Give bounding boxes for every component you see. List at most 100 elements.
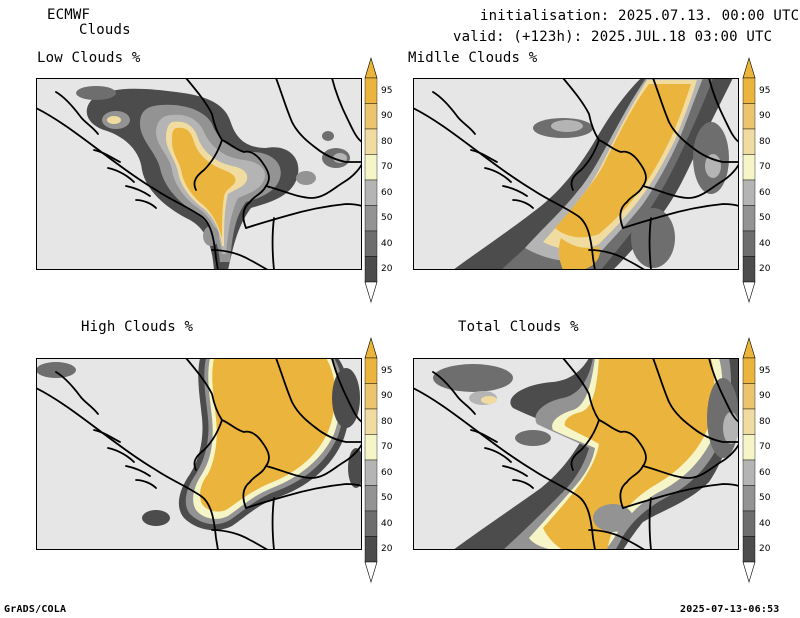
colorbar-swatch-40	[364, 510, 378, 537]
colorbar-swatch-50	[364, 205, 378, 232]
colorbar-tick-label: 70	[759, 162, 771, 173]
colorbar-tick-label: 95	[381, 365, 393, 376]
coastline-and-borders	[413, 78, 739, 270]
coastline-and-borders	[413, 358, 739, 550]
colorbar-tick-label: 90	[759, 391, 771, 402]
cloud-field	[453, 78, 733, 270]
colorbar-tick-label: 20	[381, 264, 393, 275]
map-panel-middle	[413, 78, 739, 270]
colorbar-bottom-arrow	[364, 281, 378, 304]
colorbar-top-arrow	[742, 56, 756, 79]
colorbar-tick-label: 95	[381, 85, 393, 96]
colorbar-top-arrow	[364, 336, 378, 359]
colorbar-bottom-left	[364, 336, 378, 584]
model-name: ECMWF	[47, 7, 91, 23]
colorbar-tick-label: 70	[381, 162, 393, 173]
colorbar-swatch-90	[742, 103, 756, 130]
colorbar-swatch-95	[742, 357, 756, 384]
colorbar-swatch-80	[742, 128, 756, 155]
panel-title-middle: Midlle Clouds %	[408, 50, 538, 66]
colorbar-tick-label: 50	[759, 213, 771, 224]
colorbar-tick-label: 70	[381, 442, 393, 453]
colorbar-top-left	[364, 56, 378, 304]
colorbar-swatch-20	[742, 256, 756, 283]
colorbar-swatch-80	[364, 128, 378, 155]
colorbar-tick-label: 40	[381, 518, 393, 529]
colorbar-swatch-60	[364, 459, 378, 486]
colorbar-swatch-60	[364, 179, 378, 206]
colorbar-swatch-60	[742, 459, 756, 486]
colorbar-bottom-arrow	[364, 561, 378, 584]
colorbar-swatch-20	[364, 536, 378, 563]
colorbar-top-right	[742, 56, 756, 304]
colorbar-swatch-95	[742, 77, 756, 104]
colorbar-tick-label: 40	[759, 238, 771, 249]
initialisation-time: initialisation: 2025.07.13. 00:00 UTC	[480, 8, 800, 24]
colorbar-tick-label: 40	[759, 518, 771, 529]
colorbar-swatch-60	[742, 179, 756, 206]
colorbar-tick-label: 50	[759, 493, 771, 504]
colorbar-tick-label: 60	[381, 467, 393, 478]
map-panel-total	[413, 358, 739, 550]
colorbar-swatch-40	[364, 230, 378, 257]
colorbar-swatch-80	[364, 408, 378, 435]
colorbar-swatch-20	[364, 256, 378, 283]
valid-time: valid: (+123h): 2025.JUL.18 03:00 UTC	[453, 29, 773, 45]
colorbar-tick-label: 95	[759, 365, 771, 376]
colorbar-swatch-90	[364, 103, 378, 130]
colorbar-swatch-50	[742, 485, 756, 512]
map-panel-high	[36, 358, 362, 550]
colorbar-top-arrow	[364, 56, 378, 79]
colorbar-tick-label: 60	[759, 187, 771, 198]
colorbar-tick-label: 60	[381, 187, 393, 198]
colorbar-tick-label: 50	[381, 213, 393, 224]
colorbar-swatch-20	[742, 536, 756, 563]
map-frame	[413, 358, 739, 550]
colorbar-swatch-90	[364, 383, 378, 410]
colorbar-bottom-arrow	[742, 281, 756, 304]
footer-timestamp: 2025-07-13-06:53	[680, 604, 780, 615]
colorbar-tick-label: 80	[759, 416, 771, 427]
colorbar-bottom-right	[742, 336, 756, 584]
cloud-field	[76, 86, 350, 270]
colorbar-swatch-70	[364, 154, 378, 181]
colorbar-tick-label: 50	[381, 493, 393, 504]
colorbar-tick-label: 60	[759, 467, 771, 478]
footer-software: GrADS/COLA	[4, 604, 67, 615]
colorbar-top-arrow	[742, 336, 756, 359]
colorbar-tick-label: 40	[381, 238, 393, 249]
colorbar-tick-label: 20	[759, 264, 771, 275]
colorbar-swatch-70	[742, 154, 756, 181]
colorbar-tick-label: 70	[759, 442, 771, 453]
colorbar-tick-label: 95	[759, 85, 771, 96]
colorbar-tick-label: 20	[381, 544, 393, 555]
colorbar-tick-label: 90	[381, 391, 393, 402]
colorbar-swatch-50	[364, 485, 378, 512]
panel-title-low: Low Clouds %	[37, 50, 141, 66]
map-frame	[413, 78, 739, 270]
colorbar-tick-label: 80	[759, 136, 771, 147]
coastline-and-borders	[36, 78, 362, 270]
coastline-and-borders	[36, 358, 362, 550]
colorbar-tick-label: 90	[759, 111, 771, 122]
colorbar-swatch-80	[742, 408, 756, 435]
colorbar-bottom-arrow	[742, 561, 756, 584]
map-frame	[36, 78, 362, 270]
colorbar-tick-label: 80	[381, 136, 393, 147]
colorbar-swatch-40	[742, 510, 756, 537]
colorbar-swatch-70	[742, 434, 756, 461]
colorbar-tick-label: 80	[381, 416, 393, 427]
colorbar-swatch-95	[364, 357, 378, 384]
map-panel-low	[36, 78, 362, 270]
colorbar-swatch-70	[364, 434, 378, 461]
colorbar-swatch-40	[742, 230, 756, 257]
colorbar-swatch-90	[742, 383, 756, 410]
colorbar-swatch-50	[742, 205, 756, 232]
panel-title-total: Total Clouds %	[458, 319, 579, 335]
colorbar-swatch-95	[364, 77, 378, 104]
colorbar-tick-label: 20	[759, 544, 771, 555]
panel-title-high: High Clouds %	[81, 319, 194, 335]
product-name: Clouds	[79, 22, 131, 38]
colorbar-tick-label: 90	[381, 111, 393, 122]
